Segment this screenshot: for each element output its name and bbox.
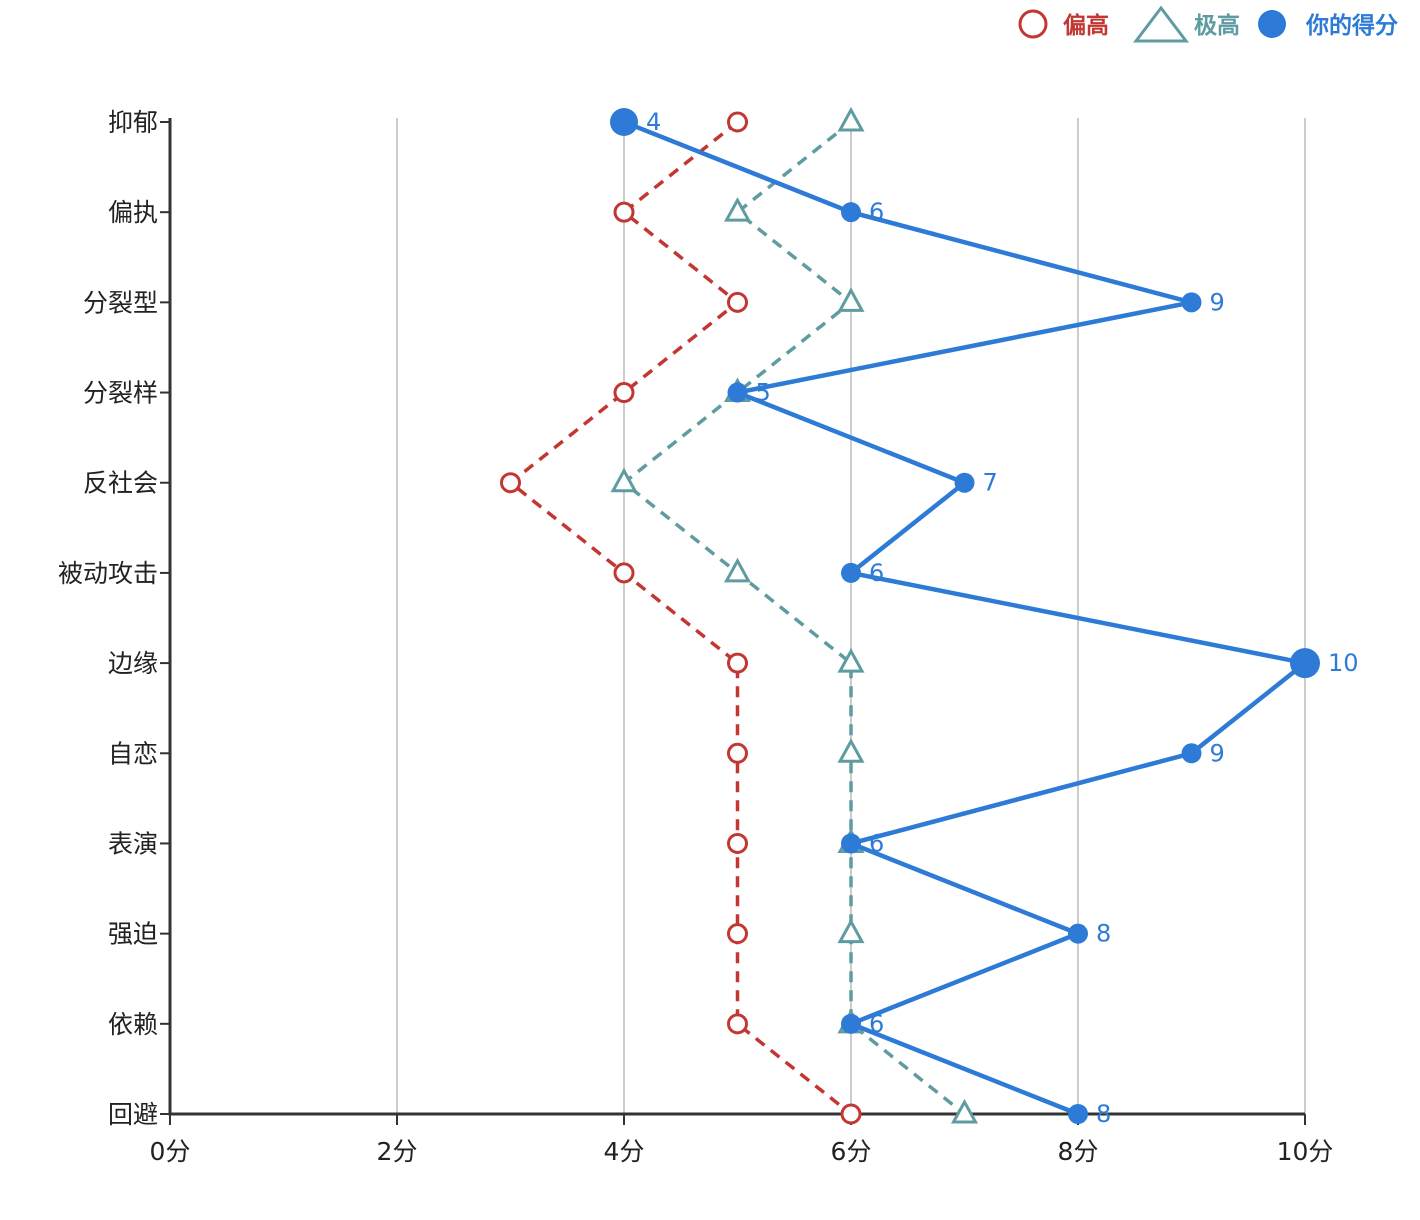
y-axis-label: 依赖 xyxy=(108,1010,158,1039)
data-point-elevated xyxy=(727,291,748,313)
legend-label: 偏高 xyxy=(1063,12,1109,39)
data-point-your-score xyxy=(841,833,861,854)
y-axis-label: 抑郁 xyxy=(108,108,158,137)
value-label: 4 xyxy=(646,108,661,136)
series-line-your-score xyxy=(623,119,1311,1117)
data-point-elevated xyxy=(727,111,748,133)
data-point-very-high xyxy=(837,106,865,132)
data-point-your-score xyxy=(1068,923,1088,944)
x-axis-label: 10分 xyxy=(1277,1137,1334,1166)
legend-label: 你的得分 xyxy=(1305,12,1398,39)
data-point-your-score xyxy=(1181,743,1202,764)
data-point-very-high xyxy=(610,467,638,493)
legend-item-your-score[interactable]: 你的得分 xyxy=(1258,10,1398,39)
value-label: 9 xyxy=(1210,288,1225,316)
data-point-elevated xyxy=(727,1013,748,1035)
data-point-your-score xyxy=(727,382,748,403)
data-point-elevated xyxy=(727,652,748,674)
legend-item-elevated[interactable]: 偏高 xyxy=(1018,9,1109,39)
legend: 偏高 极高 你的得分 xyxy=(1018,5,1398,43)
data-point-very-high xyxy=(837,918,865,944)
data-point-your-score xyxy=(610,108,638,136)
data-point-very-high xyxy=(837,287,865,312)
value-label: 6 xyxy=(869,1010,884,1038)
data-point-very-high xyxy=(837,738,865,763)
data-point-very-high xyxy=(837,647,865,673)
data-point-your-score xyxy=(841,202,861,223)
data-point-your-score xyxy=(1068,1104,1088,1124)
series-line-very-high xyxy=(621,120,966,1116)
data-point-your-score xyxy=(841,562,861,583)
x-axis-label: 4分 xyxy=(604,1137,645,1166)
data-point-elevated xyxy=(727,832,748,854)
value-label: 7 xyxy=(983,469,998,497)
series-elevated xyxy=(500,111,862,1125)
data-point-elevated xyxy=(727,742,748,764)
value-label: 8 xyxy=(1096,1100,1111,1128)
value-label: 8 xyxy=(1096,920,1111,948)
legend-label: 极高 xyxy=(1194,12,1240,39)
value-label: 6 xyxy=(869,829,884,857)
series-your-score: 4 6 9 5 7 6 10 9 6 8 6 8 xyxy=(610,108,1359,1128)
data-point-elevated xyxy=(840,1103,862,1125)
series-line-elevated xyxy=(507,120,853,1116)
value-label: 10 xyxy=(1328,649,1359,677)
data-point-elevated xyxy=(613,201,635,223)
x-axis-label: 2分 xyxy=(377,1137,418,1166)
data-point-elevated xyxy=(500,472,521,494)
data-point-your-score xyxy=(954,472,975,493)
y-axis-label: 表演 xyxy=(108,829,158,858)
legend-filled-circle-icon xyxy=(1258,10,1286,38)
value-label: 6 xyxy=(869,198,884,226)
legend-item-very-high[interactable]: 极高 xyxy=(1132,5,1240,43)
data-point-elevated xyxy=(727,923,748,945)
value-label: 6 xyxy=(869,559,884,587)
data-point-very-high xyxy=(723,197,752,222)
y-axis-label: 反社会 xyxy=(83,469,158,498)
data-point-very-high xyxy=(950,1098,979,1124)
y-axis-label: 被动攻击 xyxy=(58,559,158,588)
y-axis-label: 分裂型 xyxy=(83,288,158,317)
data-point-your-score xyxy=(1181,292,1202,313)
y-axis-label: 偏执 xyxy=(108,198,158,227)
legend-triangle-icon xyxy=(1132,5,1190,43)
data-point-your-score xyxy=(841,1013,861,1034)
x-axis-label: 8分 xyxy=(1058,1137,1099,1166)
x-axis-label: 0分 xyxy=(150,1137,191,1166)
series-very-high xyxy=(610,106,979,1124)
value-label: 9 xyxy=(1210,739,1225,767)
y-axis-label: 边缘 xyxy=(108,649,158,678)
data-point-elevated xyxy=(613,382,635,404)
data-point-your-score xyxy=(1290,648,1320,679)
x-axis-label: 6分 xyxy=(831,1137,872,1166)
legend-circle-icon xyxy=(1018,9,1048,39)
value-label: 5 xyxy=(756,379,771,407)
y-axis-label: 回避 xyxy=(108,1100,158,1129)
y-axis-label: 自恋 xyxy=(108,739,158,768)
y-axis-label: 分裂样 xyxy=(83,379,158,408)
data-point-very-high xyxy=(723,557,752,583)
data-point-elevated xyxy=(613,562,635,584)
y-axis-label: 强迫 xyxy=(108,920,158,949)
